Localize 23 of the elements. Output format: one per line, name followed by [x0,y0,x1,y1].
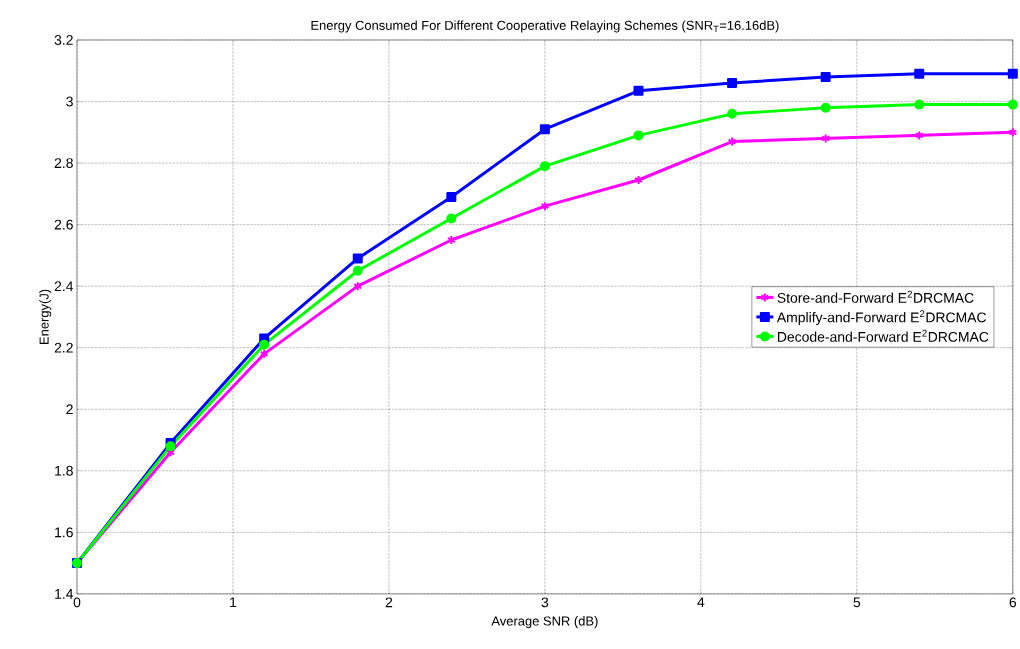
x-axis-title: Average SNR (dB) [491,616,598,629]
x-tick-label: 2 [385,597,393,608]
y-tick-label: 3.2 [54,35,73,45]
y-tick-label: 3 [66,96,73,107]
y-tick-label: 2 [66,404,73,415]
y-tick-label: 1.4 [55,589,74,599]
y-axis-title: Energy(J) [39,289,52,344]
legend-label: Amplify-and-Forward E$^{2}$DRCMAC [776,310,987,326]
chart-title: Energy Consumed For Different Cooperative Relaying Schemes (SNR$_{T}$=16.16dB) [311,20,779,33]
x-tick-label: 1 [230,597,237,608]
x-tick-label: 5 [853,597,861,608]
y-tick-label: 2.6 [54,219,73,230]
x-tick-label: 0 [73,597,81,608]
x-tick-label: 3 [541,597,549,608]
legend-label: Store-and-Forward E$^{2}$DRCMAC [777,290,974,303]
y-tick-label: 2.2 [54,342,73,353]
legend-label: Decode-and-Forward E$^{2}$DRCMAC [777,329,989,342]
y-tick-label: 1.8 [55,465,73,476]
y-tick-label: 2.4 [54,281,74,292]
y-tick-label: 1.6 [55,527,73,538]
y-tick-label: 2.8 [54,158,73,169]
x-tick-label: 6 [1009,597,1017,608]
x-tick-label: 4 [697,597,705,608]
